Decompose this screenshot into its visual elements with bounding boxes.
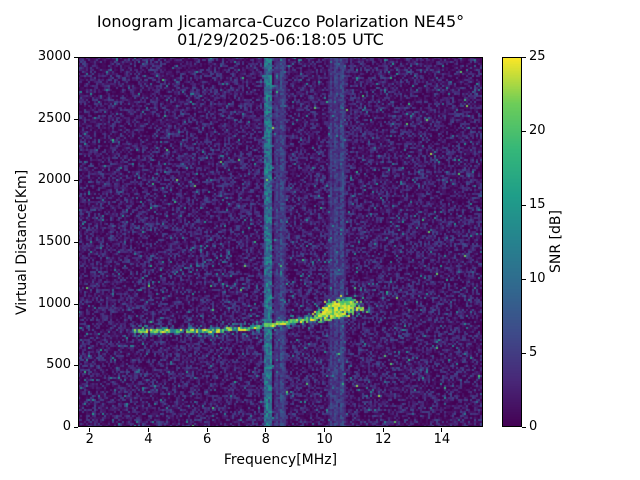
colorbar-tick-mark: [522, 131, 526, 132]
x-tick-label: 8: [261, 432, 270, 447]
ionogram-heatmap-canvas: [78, 57, 483, 427]
y-tick-mark: [74, 57, 78, 58]
y-tick-mark: [74, 119, 78, 120]
colorbar-tick-mark: [522, 205, 526, 206]
x-tick-mark: [206, 428, 208, 432]
colorbar-tick-label: 15: [529, 197, 546, 212]
y-tick-label: 3000: [37, 49, 71, 64]
colorbar-tick-mark: [522, 427, 526, 428]
x-tick-label: 14: [433, 432, 451, 447]
colorbar-label: SNR [dB]: [548, 210, 564, 274]
x-tick-mark: [265, 428, 267, 432]
y-tick-label: 500: [46, 357, 71, 373]
colorbar-tick-mark: [522, 353, 526, 354]
y-tick-label: 2500: [37, 110, 71, 126]
chart-title-block: Ionogram Jicamarca-Cuzco Polarization NE…: [78, 13, 483, 49]
x-tick-mark: [89, 428, 91, 432]
x-tick-label: 12: [374, 432, 392, 447]
x-tick-label: 10: [316, 432, 333, 447]
colorbar-tick-label: 5: [529, 345, 538, 360]
chart-subtitle: 01/29/2025-06:18:05 UTC: [177, 30, 384, 49]
x-tick-mark: [324, 428, 326, 432]
y-tick-label: 1500: [37, 234, 71, 249]
y-tick-mark: [74, 427, 78, 428]
x-tick-label: 4: [144, 432, 153, 447]
colorbar-canvas: [502, 57, 522, 427]
y-tick-mark: [74, 180, 78, 181]
colorbar-tick-mark: [522, 57, 526, 58]
colorbar-tick-label: 0: [529, 419, 538, 434]
y-axis-label: Virtual Distance[Km]: [14, 169, 30, 315]
x-tick-mark: [147, 428, 149, 432]
x-tick-mark: [441, 428, 443, 432]
y-tick-label: 2000: [37, 172, 71, 188]
x-axis-label: Frequency[MHz]: [223, 452, 338, 468]
y-tick-label: 1000: [37, 295, 71, 311]
colorbar-tick-mark: [522, 279, 526, 280]
x-tick-label: 2: [85, 432, 94, 447]
colorbar-tick-label: 20: [529, 123, 546, 138]
y-tick-mark: [74, 304, 78, 305]
x-tick-mark: [382, 428, 384, 432]
y-tick-mark: [74, 365, 78, 366]
y-tick-label: 0: [62, 419, 71, 434]
chart-title: Ionogram Jicamarca-Cuzco Polarization NE…: [96, 12, 465, 31]
y-tick-mark: [74, 242, 78, 243]
x-tick-label: 6: [202, 432, 212, 447]
colorbar-tick-label: 25: [529, 49, 546, 64]
colorbar-tick-label: 10: [529, 271, 546, 286]
